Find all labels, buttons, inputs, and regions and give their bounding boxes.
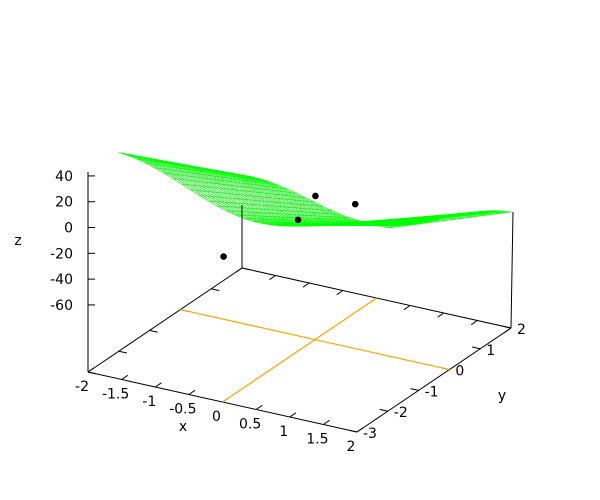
- x-tick-mirror: [269, 275, 276, 281]
- x-tick: [356, 427, 364, 433]
- x-tick-label: 1: [279, 424, 288, 440]
- z-tick-label: 20: [55, 195, 73, 211]
- surface-line-y: [136, 158, 260, 180]
- surface-line-y: [244, 218, 368, 224]
- y-axis-line: [356, 327, 512, 433]
- y-tick: [379, 408, 388, 412]
- surface-line-y: [369, 210, 494, 225]
- x-tick-label: 0: [212, 409, 221, 425]
- data-point: [294, 216, 302, 224]
- x-tick-mirror: [504, 327, 512, 333]
- z-axis-label: z: [14, 233, 21, 249]
- axes: [87, 172, 514, 433]
- y-tick-mirror: [87, 371, 97, 375]
- surface-line-y: [163, 172, 287, 190]
- y-tick-mirror: [241, 267, 251, 271]
- x-tick-label: 0.5: [239, 417, 261, 433]
- x-tick-label: -0.5: [169, 402, 196, 418]
- surface-line-y: [378, 210, 503, 227]
- x-tick: [289, 412, 297, 418]
- x-tick: [255, 404, 263, 410]
- x-tick-label: -1: [142, 394, 156, 410]
- y-tick-label: -1: [425, 384, 439, 400]
- y-tick-label: 1: [486, 343, 495, 359]
- surface-line-x: [241, 174, 512, 226]
- y-tick-mirror: [211, 288, 220, 292]
- x-tick: [188, 389, 196, 395]
- x-tick: [87, 367, 95, 373]
- data-point: [312, 192, 319, 200]
- y-tick-label: 2: [517, 322, 526, 338]
- y-tick: [502, 325, 512, 329]
- z-tick-label: 0: [64, 221, 73, 237]
- z-tick-label: -60: [50, 298, 73, 314]
- surface-line-y: [217, 205, 341, 215]
- x-axis-label: x: [179, 419, 187, 435]
- surface-line-y: [387, 211, 512, 229]
- x-tick-mirror: [470, 320, 478, 326]
- surface-line-y: [154, 167, 278, 186]
- x-tick-label: -1.5: [102, 387, 129, 403]
- tick-labels: -2 -1.5 -1 -0.5 0 0.5 1 1.5 2 -3 -2 -1 0 1 2 40 20 0 -20 -4…: [50, 169, 526, 455]
- y-tick: [348, 429, 358, 433]
- x-tick-label: -2: [75, 379, 89, 395]
- x-zero-axis: [222, 297, 377, 403]
- data-point: [351, 200, 359, 208]
- surface-line-y: [127, 155, 252, 178]
- surface-line-y: [226, 210, 350, 219]
- x-tick-mirror: [235, 267, 243, 273]
- x-tick: [154, 382, 162, 388]
- x-tick-label: 2: [347, 439, 356, 455]
- surface-line-x: [233, 173, 503, 226]
- y-tick-label: 0: [455, 364, 464, 380]
- surface-mesh: [118, 152, 512, 229]
- surface-line-y: [360, 210, 485, 224]
- x-tick-mirror: [302, 282, 310, 288]
- right-vertical-edge: [510, 211, 514, 329]
- z-tick-label: -20: [50, 246, 73, 262]
- data-points: [220, 192, 359, 260]
- y-axis-label: y: [498, 388, 506, 404]
- y-tick: [410, 388, 419, 391]
- zero-axes: [180, 297, 450, 403]
- surface-line-y: [145, 162, 269, 183]
- x-tick: [323, 419, 330, 425]
- z-tick-label: -40: [50, 272, 73, 288]
- x-tick-mirror: [437, 312, 445, 318]
- y-tick: [472, 346, 481, 350]
- y-tick-mirror: [118, 350, 127, 354]
- surface-line-y: [190, 189, 314, 203]
- surface-line-y: [199, 195, 323, 207]
- surface-line-y: [181, 183, 305, 198]
- x-tick-mirror: [403, 305, 411, 311]
- y-tick-label: -3: [363, 426, 377, 442]
- surface-line-y: [172, 177, 296, 194]
- x-tick-mirror: [336, 290, 344, 296]
- x-tick-label: 1.5: [306, 432, 328, 448]
- base-left-edge: [87, 267, 243, 373]
- x-tick: [121, 374, 129, 380]
- y-tick-label: -2: [394, 405, 408, 421]
- z-tick-label: 40: [55, 169, 73, 185]
- y-tick-mirror: [149, 329, 158, 333]
- data-point: [220, 253, 227, 260]
- surface-line-y: [208, 200, 332, 211]
